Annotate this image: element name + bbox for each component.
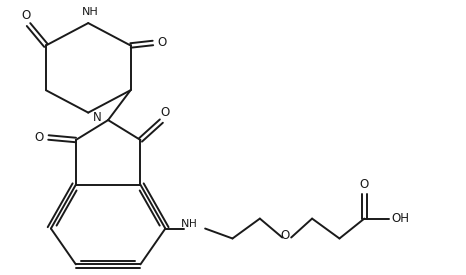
Text: OH: OH [391,212,409,225]
Text: O: O [21,9,31,22]
Text: H: H [189,219,197,229]
Text: O: O [35,131,44,144]
Text: O: O [161,106,170,119]
Text: O: O [157,37,166,50]
Text: O: O [360,178,369,191]
Text: NH: NH [82,7,99,17]
Text: N: N [181,219,190,229]
Text: N: N [93,111,102,124]
Text: O: O [280,229,289,241]
